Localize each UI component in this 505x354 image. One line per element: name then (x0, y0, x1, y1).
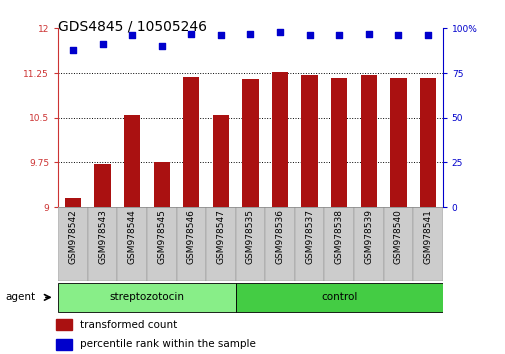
Point (128, 33, 136, 38)
Point (334, 33, 342, 38)
Bar (124, 115, 140, 207)
Bar (58, 207, 87, 281)
Text: GSM978535: GSM978535 (245, 209, 255, 264)
Bar (413, 207, 442, 281)
Bar (360, 75, 376, 207)
Bar (206, 207, 235, 281)
Bar (301, 75, 317, 207)
Bar (154, 162, 170, 207)
Text: GSM978541: GSM978541 (423, 209, 432, 264)
Bar (94, 164, 111, 207)
Text: control: control (320, 292, 357, 302)
Bar (419, 78, 435, 207)
Bar (212, 115, 229, 207)
Bar (65, 198, 81, 207)
Point (423, 33, 431, 38)
Bar (87, 207, 117, 281)
Text: GSM978545: GSM978545 (157, 209, 166, 264)
Bar (265, 207, 294, 281)
Bar (242, 79, 258, 207)
Bar (235, 207, 265, 281)
Point (275, 29, 283, 35)
Bar (58, 283, 235, 312)
Point (69, 47, 77, 53)
Text: agent: agent (5, 292, 35, 302)
Point (305, 33, 313, 38)
Bar (183, 77, 199, 207)
Bar (271, 72, 288, 207)
Text: GSM978546: GSM978546 (186, 209, 195, 264)
Text: streptozotocin: streptozotocin (109, 292, 184, 302)
Text: GSM978547: GSM978547 (216, 209, 225, 264)
Text: GSM978536: GSM978536 (275, 209, 284, 264)
Bar (324, 207, 353, 281)
Point (98, 41, 107, 47)
Bar (235, 283, 442, 312)
Text: GSM978543: GSM978543 (98, 209, 107, 264)
Text: GSM978539: GSM978539 (364, 209, 373, 264)
Text: transformed count: transformed count (79, 320, 177, 330)
Bar (294, 207, 324, 281)
Text: GSM978544: GSM978544 (127, 209, 136, 264)
Text: GSM978537: GSM978537 (305, 209, 314, 264)
Bar (354, 207, 383, 281)
Bar (146, 207, 176, 281)
Bar (330, 78, 346, 207)
Text: percentile rank within the sample: percentile rank within the sample (79, 339, 255, 349)
Bar (117, 207, 146, 281)
Point (393, 33, 401, 38)
Bar (383, 207, 413, 281)
Text: GDS4845 / 10505246: GDS4845 / 10505246 (58, 19, 207, 34)
Bar (176, 207, 206, 281)
Point (187, 31, 195, 36)
Bar (389, 78, 406, 207)
Text: GSM978542: GSM978542 (68, 209, 77, 264)
Bar (56, 338, 72, 350)
Bar (56, 319, 72, 330)
Point (364, 31, 372, 36)
Text: GSM978538: GSM978538 (334, 209, 343, 264)
Point (246, 31, 254, 36)
Text: GSM978540: GSM978540 (393, 209, 402, 264)
Point (217, 33, 225, 38)
Point (158, 43, 166, 49)
